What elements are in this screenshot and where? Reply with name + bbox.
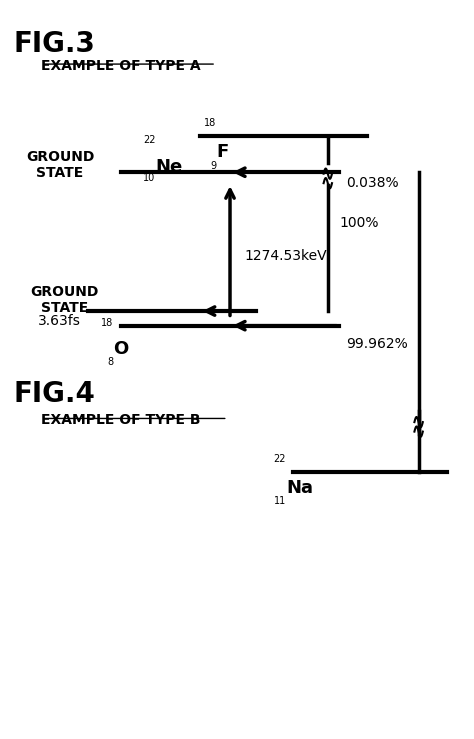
Text: F: F — [216, 143, 228, 161]
Text: FIG.4: FIG.4 — [13, 381, 95, 409]
Text: EXAMPLE OF TYPE B: EXAMPLE OF TYPE B — [41, 413, 201, 427]
Text: 8: 8 — [108, 357, 114, 367]
Text: O: O — [114, 340, 129, 358]
Text: 22: 22 — [143, 135, 155, 145]
Text: 1274.53keV: 1274.53keV — [244, 249, 327, 263]
Text: 99.962%: 99.962% — [346, 337, 408, 351]
Text: 3.63fs: 3.63fs — [38, 313, 81, 327]
Text: 22: 22 — [273, 454, 286, 465]
Text: 18: 18 — [204, 118, 216, 129]
Text: 100%: 100% — [339, 217, 379, 231]
Text: Ne: Ne — [155, 157, 183, 176]
Text: EXAMPLE OF TYPE A: EXAMPLE OF TYPE A — [41, 59, 201, 73]
Text: 10: 10 — [143, 173, 155, 183]
Text: 9: 9 — [210, 161, 216, 171]
Text: GROUND
STATE: GROUND STATE — [26, 150, 94, 180]
Text: 18: 18 — [101, 318, 114, 328]
Text: Na: Na — [286, 479, 313, 497]
Text: GROUND
STATE: GROUND STATE — [30, 285, 99, 316]
Text: 11: 11 — [273, 496, 286, 506]
Text: FIG.3: FIG.3 — [13, 30, 95, 58]
Text: 0.038%: 0.038% — [346, 177, 399, 191]
